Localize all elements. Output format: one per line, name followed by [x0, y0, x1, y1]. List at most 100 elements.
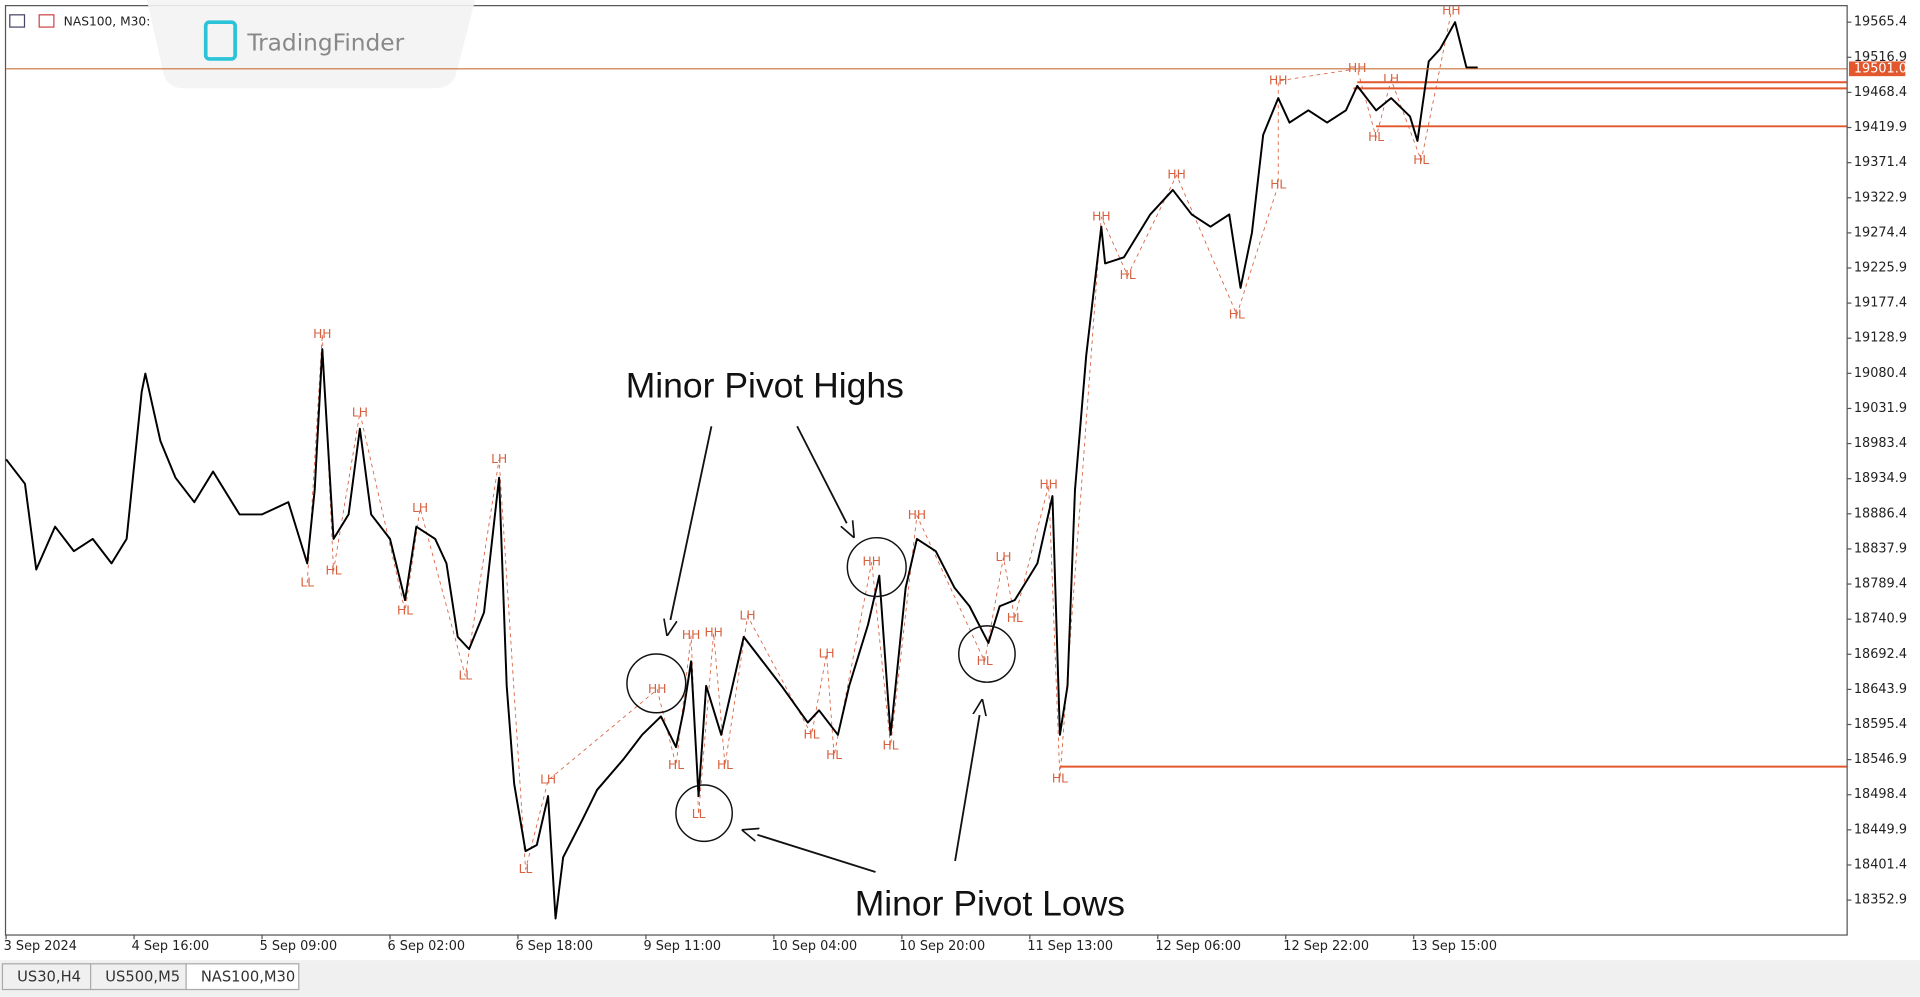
x-tick-label: 13 Sep 15:00: [1411, 939, 1497, 954]
annotation: Minor Pivot Lows: [855, 884, 1125, 924]
plot-frame: [4, 5, 1848, 936]
y-tick-label: 19274.4: [1854, 225, 1907, 240]
pivot-label: LH: [352, 405, 368, 419]
pivot-label: HH: [1269, 73, 1287, 87]
icon: [9, 14, 26, 28]
watermark: TradingFinder: [246, 30, 404, 57]
arrow: [667, 426, 713, 634]
arrow: [954, 701, 982, 862]
y-tick-label: 18498.4: [1854, 787, 1907, 802]
y-tick-label: 19468.4: [1854, 85, 1907, 100]
pivot-label: LH: [412, 501, 428, 515]
annotation: Minor Pivot Highs: [626, 366, 904, 406]
pivot-label: HH: [704, 626, 722, 640]
pivot-label: HL: [826, 748, 842, 762]
y-tick-label: 19031.9: [1854, 401, 1907, 416]
pivot-label: HL: [977, 654, 993, 668]
price-tag-label: 19501.0: [1854, 61, 1907, 76]
pivot-label: LL: [692, 807, 706, 821]
pivot-label: LL: [458, 669, 472, 683]
x-tick-label: 10 Sep 20:00: [899, 939, 985, 954]
x-tick-label: 9 Sep 11:00: [643, 939, 721, 954]
logo: [203, 20, 237, 61]
y-tick-label: 19177.4: [1854, 296, 1907, 311]
pivot-label: HH: [1039, 478, 1057, 492]
price-line: [5, 21, 1478, 920]
pivot-label: LH: [540, 773, 556, 787]
pivot-label: HH: [1442, 4, 1460, 18]
pivot-label: HL: [1007, 611, 1023, 625]
highlight-circle: [626, 653, 687, 714]
pivot-label: HL: [1368, 130, 1384, 144]
pivot-label: HL: [1229, 307, 1245, 321]
pivot-label: HL: [1052, 771, 1068, 785]
y-tick-label: 19371.4: [1854, 155, 1907, 170]
x-tick-label: 5 Sep 09:00: [260, 939, 338, 954]
pivot-label: HL: [668, 758, 684, 772]
y-tick-label: 18352.9: [1854, 893, 1907, 908]
y-tick-label: 18789.4: [1854, 577, 1907, 592]
x-tick-label: 11 Sep 13:00: [1027, 939, 1113, 954]
arrow: [796, 425, 853, 536]
y-tick-label: 18449.9: [1854, 822, 1907, 837]
tab-bar: [0, 960, 1920, 997]
pivot-label: HL: [1270, 178, 1286, 192]
pivot-label: HL: [1120, 268, 1136, 282]
y-tick-label: 18401.4: [1854, 857, 1907, 872]
y-tick-label: 18692.4: [1854, 647, 1907, 662]
highlight-circle: [675, 784, 733, 843]
y-tick-label: 19128.9: [1854, 331, 1907, 346]
tab-label[interactable]: US30,H4: [17, 968, 81, 985]
pivot-label: LH: [995, 550, 1011, 564]
y-tick-label: 19322.9: [1854, 190, 1907, 205]
tab[interactable]: [1, 963, 92, 991]
x-tick-label: 3 Sep 2024: [4, 939, 77, 954]
y-tick-label: 18983.4: [1854, 436, 1907, 451]
pivot-label: HH: [863, 555, 881, 569]
tab[interactable]: [90, 963, 187, 991]
pivot-label: LL: [519, 862, 533, 876]
y-tick-label: 18837.9: [1854, 541, 1907, 556]
x-tick-label: 12 Sep 22:00: [1283, 939, 1369, 954]
tab-label[interactable]: NAS100,M30: [201, 968, 295, 985]
pivot-label: HH: [1167, 168, 1185, 182]
x-tick-label: 12 Sep 06:00: [1155, 939, 1241, 954]
pivot-label: HH: [648, 682, 666, 696]
y-tick-label: 18886.4: [1854, 506, 1907, 521]
pivot-label: HH: [908, 508, 926, 522]
symbol-label: NAS100, M30:: [64, 15, 151, 29]
pivot-label: HH: [682, 628, 700, 642]
tab-label[interactable]: US500,M5: [105, 968, 180, 985]
x-tick-label: 6 Sep 02:00: [388, 939, 466, 954]
y-tick-label: 19565.4: [1854, 15, 1907, 30]
pivot-label: LH: [819, 647, 835, 661]
pivot-label: LH: [740, 609, 756, 623]
highlight-circle: [958, 625, 1016, 683]
pivot-label: HL: [883, 738, 899, 752]
y-tick-label: 19225.9: [1854, 261, 1907, 276]
y-tick-label: 19419.9: [1854, 120, 1907, 135]
pivot-label: HL: [326, 563, 342, 577]
arrow: [743, 830, 876, 873]
y-tick-label: 18643.9: [1854, 682, 1907, 697]
x-tick-label: 6 Sep 18:00: [516, 939, 594, 954]
plot: LL HH HL LH HL LH LL LH LL LH HH HL HH LL HH HL LH HL LH HL…: [5, 4, 1847, 920]
y-tick-label: 18740.9: [1854, 612, 1907, 627]
y-tick-label: 19516.9: [1854, 50, 1907, 65]
highlight-circle: [846, 536, 907, 598]
y-tick-label: 18934.9: [1854, 471, 1907, 486]
pivot-label: HL: [1413, 153, 1429, 167]
x-tick-label: 4 Sep 16:00: [132, 939, 210, 954]
y-tick-label: 19080.4: [1854, 366, 1907, 381]
tab[interactable]: [185, 963, 300, 991]
y-tick-label: 18595.4: [1854, 717, 1907, 732]
pivot-label: LL: [300, 576, 314, 590]
x-tick-label: 10 Sep 04:00: [771, 939, 857, 954]
pivot-label: HL: [804, 727, 820, 741]
pivot-label: HL: [397, 604, 413, 618]
zigzag: [306, 11, 1452, 870]
pivot-label: HL: [717, 758, 733, 772]
